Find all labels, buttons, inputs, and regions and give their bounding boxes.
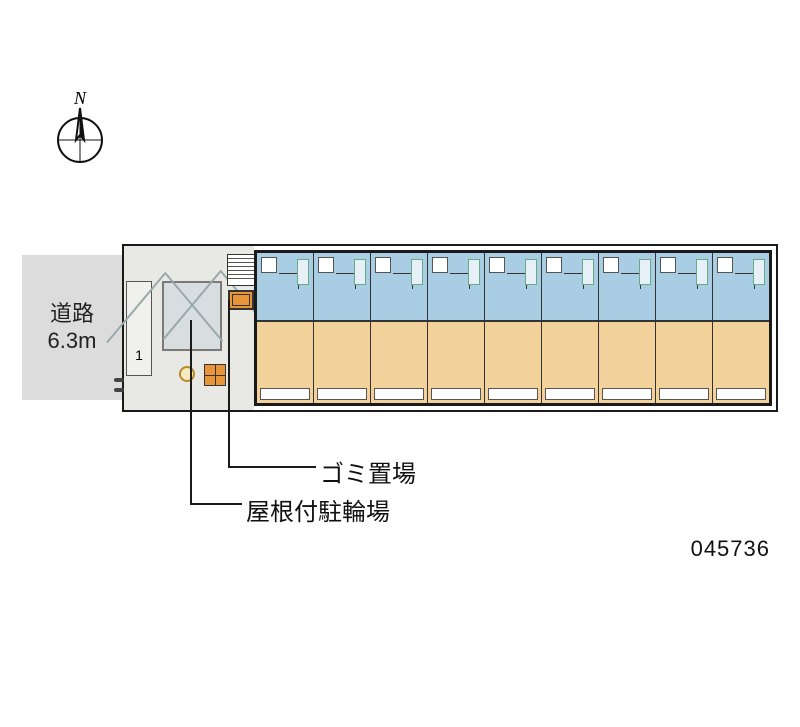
unit-wet-area <box>314 253 370 322</box>
unit <box>257 253 314 403</box>
unit-room <box>428 322 484 403</box>
road-label-line2: 6.3m <box>48 328 97 354</box>
utility-box-icon <box>204 364 226 386</box>
manhole-icon <box>179 366 195 382</box>
unit <box>371 253 428 403</box>
road-block: 道路 6.3m <box>22 255 122 400</box>
unit <box>656 253 713 403</box>
unit-room <box>314 322 370 403</box>
unit-wet-area <box>428 253 484 322</box>
unit-room <box>713 322 769 403</box>
unit-room <box>485 322 541 403</box>
unit-wet-area <box>485 253 541 322</box>
unit-wet-area <box>257 253 313 322</box>
unit <box>314 253 371 403</box>
bike-shed-cross-icon <box>162 281 222 351</box>
callout-line <box>228 466 316 468</box>
unit <box>485 253 542 403</box>
label-trash: ゴミ置場 <box>320 454 416 489</box>
unit-wet-area <box>656 253 712 322</box>
unit-room <box>656 322 712 403</box>
site-outline: 1 <box>122 244 778 412</box>
unit-room <box>542 322 598 403</box>
unit-wet-area <box>371 253 427 322</box>
unit <box>428 253 485 403</box>
unit-wet-area <box>542 253 598 322</box>
bollard-icon <box>114 388 124 392</box>
parking-slot-1: 1 <box>126 281 152 376</box>
trash-area-icon <box>228 290 254 310</box>
unit-room <box>599 322 655 403</box>
unit <box>713 253 769 403</box>
unit-room <box>371 322 427 403</box>
callout-line <box>190 503 242 505</box>
unit <box>599 253 656 403</box>
callout-line <box>190 320 192 505</box>
compass-icon <box>50 105 110 165</box>
callout-line <box>228 300 230 468</box>
parking-slot-number: 1 <box>135 347 143 363</box>
label-bike-shed: 屋根付駐輪場 <box>246 492 390 527</box>
entrance-area: 1 <box>124 246 254 410</box>
unit-room <box>257 322 313 403</box>
unit <box>542 253 599 403</box>
road-label-line1: 道路 <box>50 301 94 327</box>
unit-wet-area <box>713 253 769 322</box>
reference-number: 045736 <box>691 536 770 562</box>
unit-wet-area <box>599 253 655 322</box>
stairs-icon <box>227 254 255 286</box>
bollard-icon <box>114 378 124 382</box>
building-outline <box>254 250 772 406</box>
